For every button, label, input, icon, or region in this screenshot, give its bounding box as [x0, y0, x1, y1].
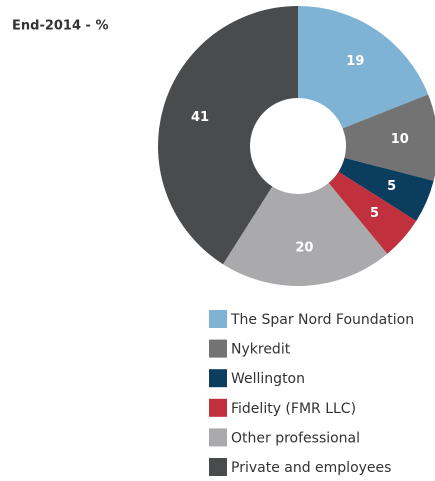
legend-label: Wellington: [231, 371, 305, 387]
legend-swatch: [209, 398, 227, 417]
legend-swatch: [209, 339, 227, 358]
legend-label: The Spar Nord Foundation: [230, 312, 414, 328]
slice: [338, 157, 434, 222]
data-label: 20: [295, 240, 313, 255]
legend-swatch: [209, 369, 227, 388]
legend-label: Other professional: [231, 430, 360, 446]
legend-label: Private and employees: [231, 460, 391, 476]
legend-label: Fidelity (FMR LLC): [231, 401, 356, 417]
data-label: 5: [370, 206, 379, 221]
slice: [222, 182, 388, 286]
legend-label: Nykredit: [231, 342, 291, 358]
slice: [328, 171, 417, 254]
data-label: 19: [346, 54, 364, 69]
chart-title: End-2014 - %: [12, 19, 109, 34]
slice: [342, 94, 435, 181]
slice: [298, 6, 429, 129]
legend-swatch: [209, 310, 227, 328]
data-label: 41: [191, 110, 209, 125]
data-label: 10: [391, 132, 409, 147]
slice: [158, 6, 298, 265]
legend-swatch: [209, 458, 227, 476]
data-label: 5: [387, 179, 396, 194]
legend-swatch: [209, 428, 227, 447]
